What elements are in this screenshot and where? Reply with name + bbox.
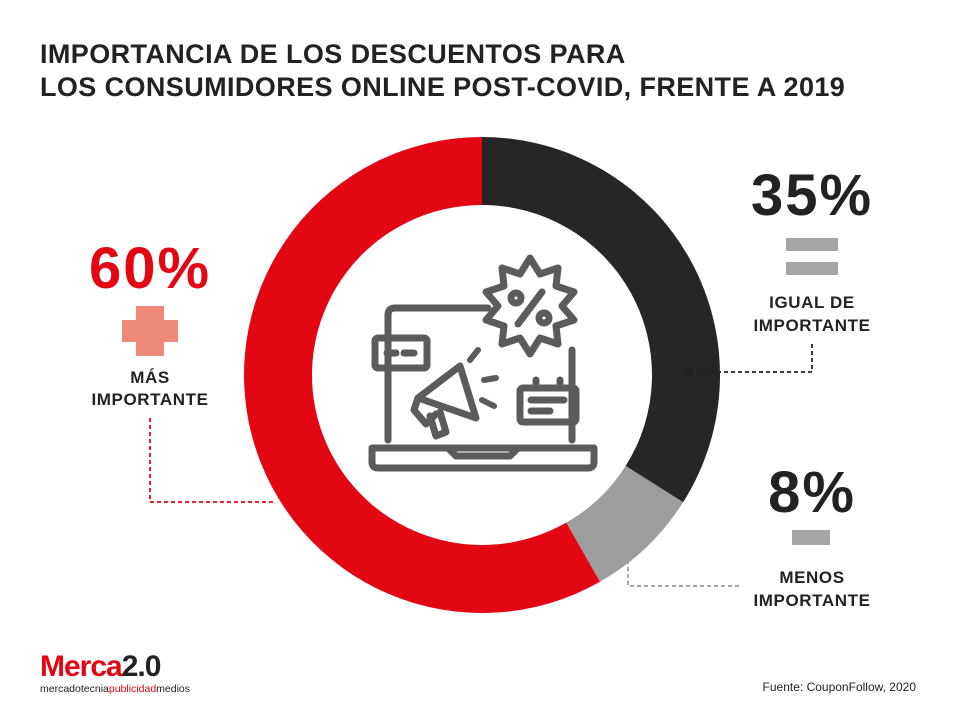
donut-slice-2 bbox=[243, 137, 600, 613]
pct-label-igual: 35% bbox=[751, 163, 873, 228]
laptop-megaphone-discount-icon bbox=[368, 254, 598, 472]
label-mas-1: MÁS bbox=[130, 368, 170, 387]
pct-label-mas: 60% bbox=[89, 236, 211, 301]
chart-title: IMPORTANCIA DE LOS DESCUENTOS PARA LOS C… bbox=[40, 39, 846, 102]
label-igual-1: IGUAL DE bbox=[769, 293, 855, 312]
source-note: Fuente: CouponFollow, 2020 bbox=[762, 680, 916, 694]
pct-label-menos: 8% bbox=[768, 460, 856, 525]
logo-tag-c: medios bbox=[156, 683, 191, 695]
label-igual-2: IMPORTANTE bbox=[753, 316, 870, 335]
equals-icon-bar bbox=[786, 262, 838, 275]
label-menos-1: MENOS bbox=[779, 568, 844, 587]
equals-icon bbox=[786, 238, 838, 251]
donut-slice-1 bbox=[566, 465, 684, 582]
logo-tag-a: mercadotecnia bbox=[40, 683, 109, 695]
label-mas-2: IMPORTANTE bbox=[91, 390, 208, 409]
leader-line-mas bbox=[149, 418, 276, 503]
leader-line-menos bbox=[627, 560, 740, 587]
donut-slice-0 bbox=[482, 137, 720, 503]
logo-main: Merca bbox=[40, 650, 123, 683]
label-menos-2: IMPORTANTE bbox=[753, 591, 870, 610]
merca-logo: Merca2.0 mercadotecniapublicidadmedios bbox=[40, 650, 191, 696]
plus-icon bbox=[122, 306, 178, 356]
minus-icon bbox=[792, 530, 830, 545]
logo-tag-b: publicidad bbox=[108, 683, 157, 695]
leader-line-igual bbox=[690, 344, 813, 373]
leader-dot-igual bbox=[684, 367, 694, 377]
donut-ring bbox=[243, 137, 720, 613]
logo-version: 2.0 bbox=[121, 650, 162, 683]
